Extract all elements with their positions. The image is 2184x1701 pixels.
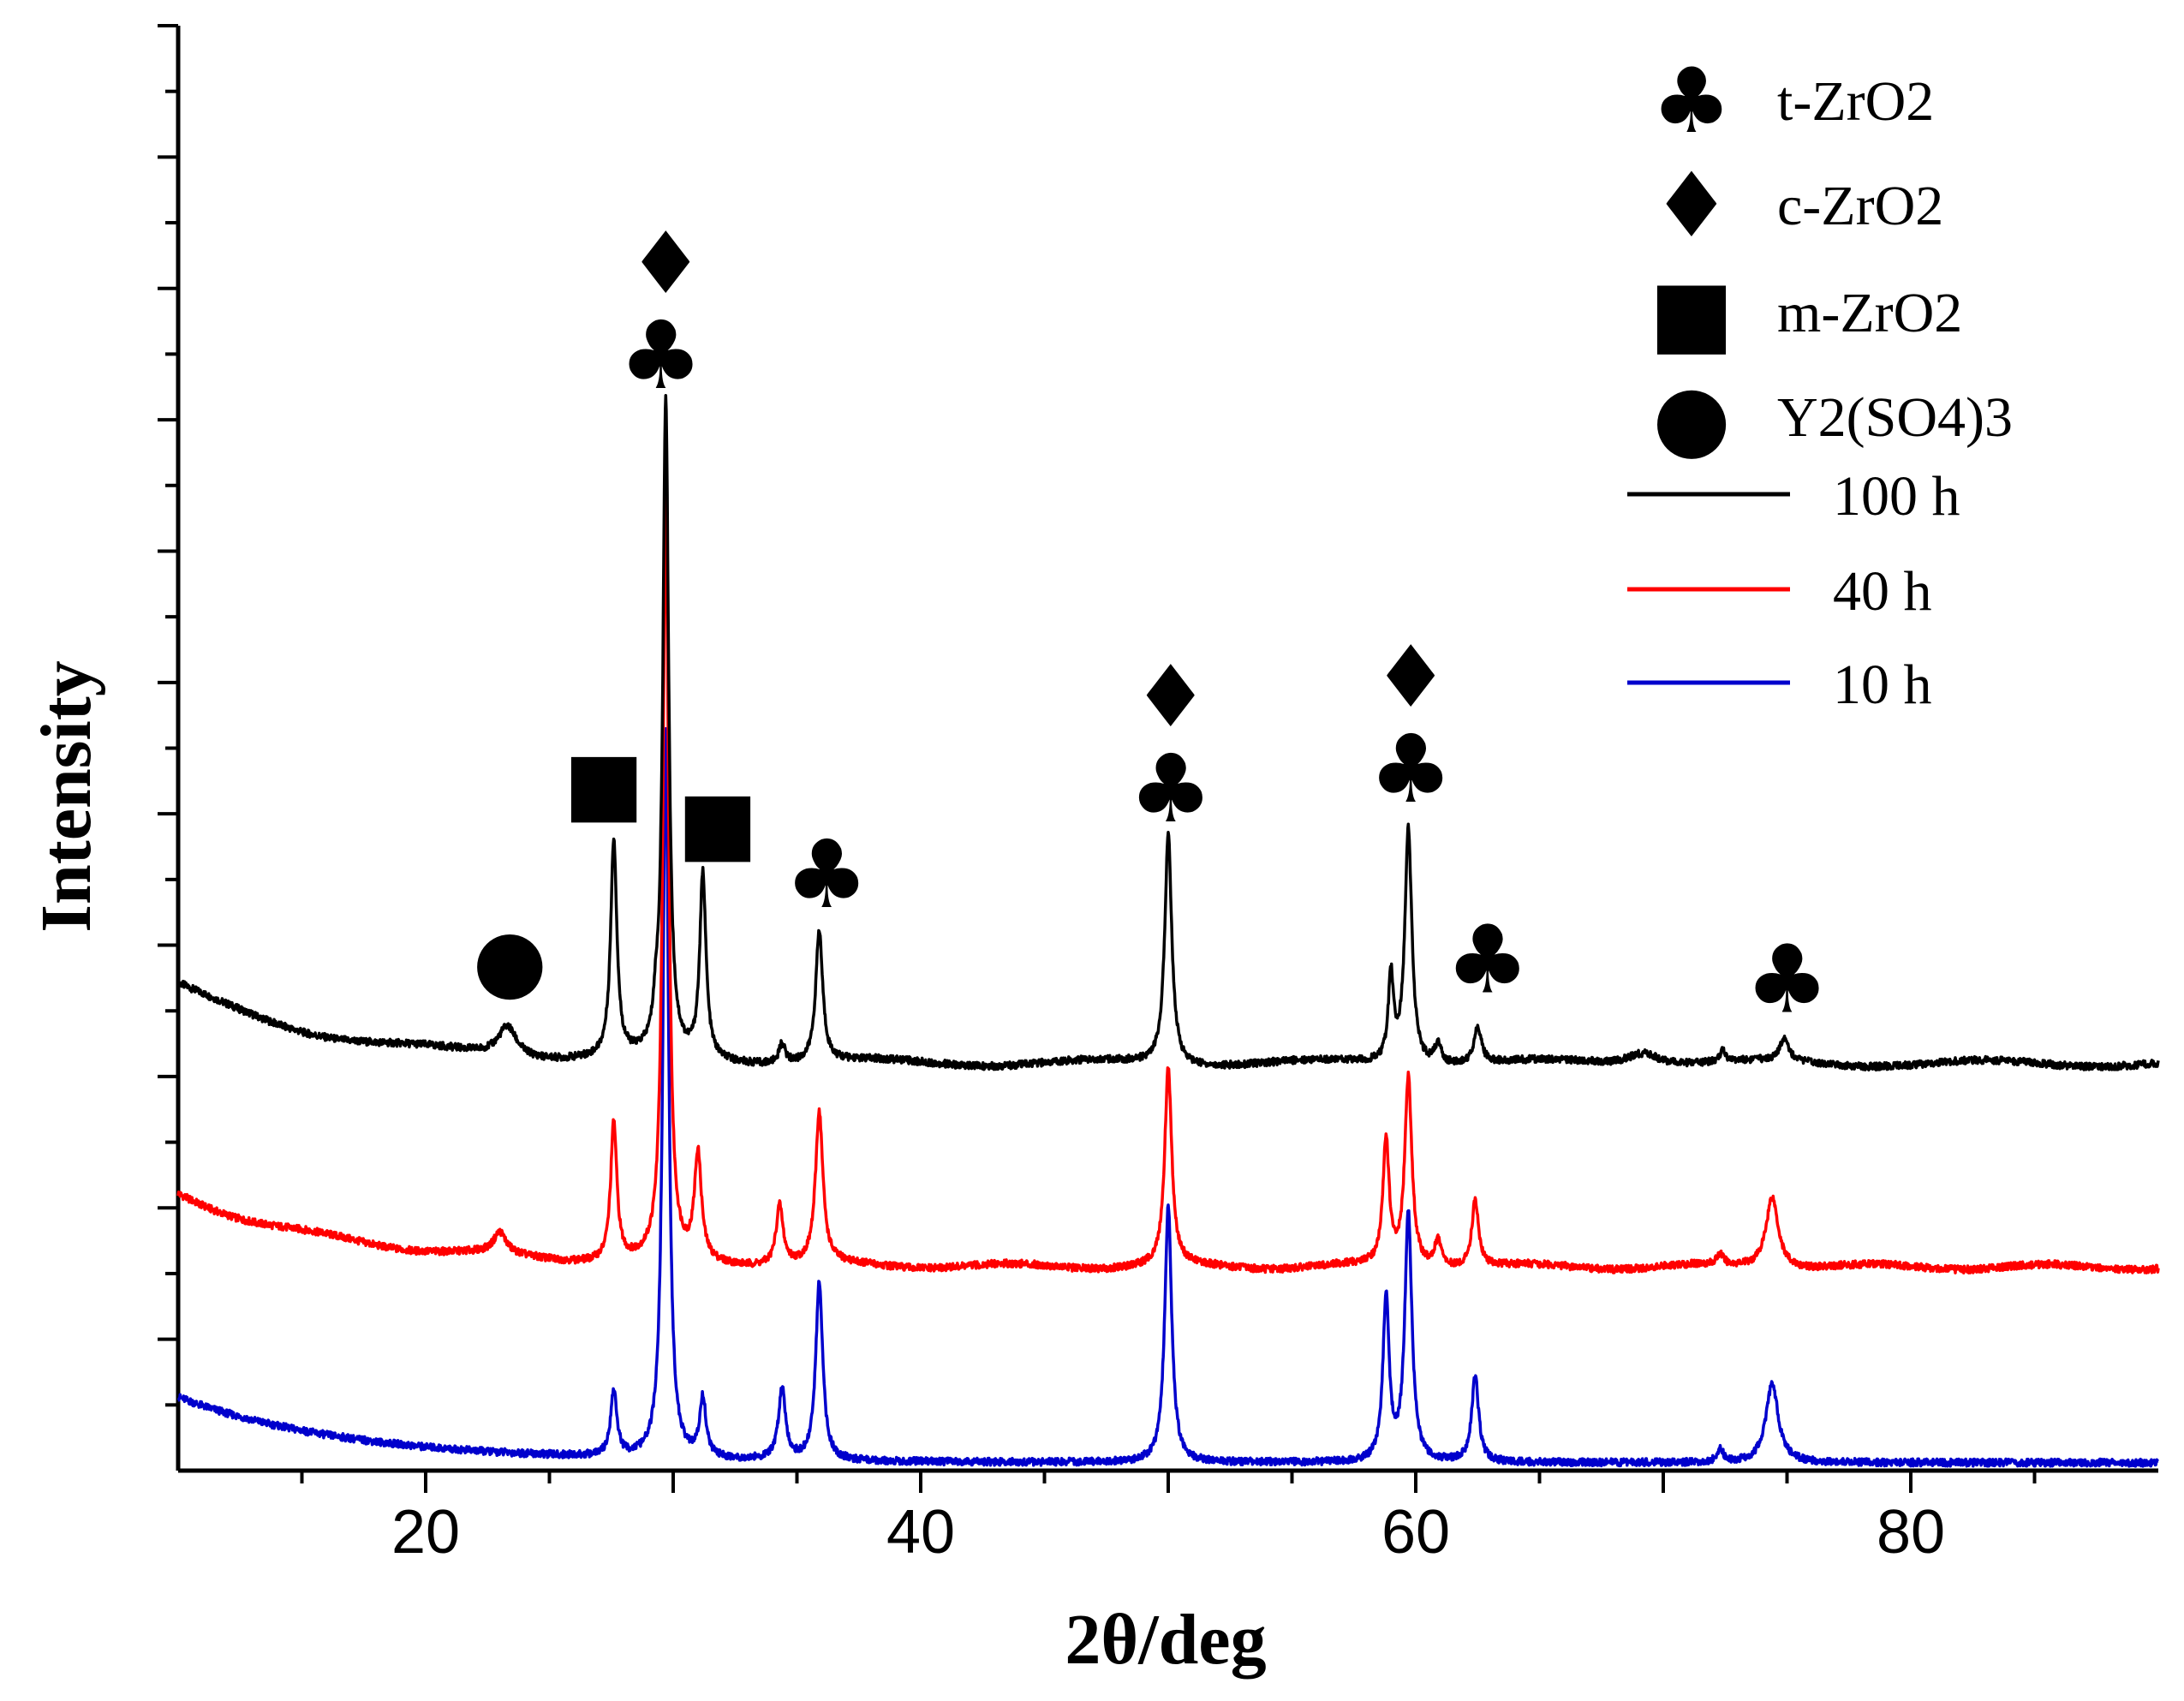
marker-t-zro2: ♣ — [1745, 924, 1829, 1034]
legend-series-label: 100 h — [1833, 465, 1960, 528]
series-line-100h — [176, 393, 2160, 1071]
legend-label: t-ZrO2 — [1777, 70, 1934, 133]
x-tick-label: 60 — [1381, 1498, 1450, 1567]
marker-t-zro2: ♣ — [1445, 904, 1530, 1014]
marker-t-zro2: ♣ — [618, 301, 703, 410]
legend-label: c-ZrO2 — [1777, 175, 1943, 237]
legend-symbol: ♣ — [1651, 49, 1732, 153]
marker-c-zro2: ♦ — [628, 213, 705, 313]
marker-t-zro2: ♣ — [1369, 714, 1453, 824]
y-axis-label: Intensity — [27, 660, 106, 932]
x-tick-label: 80 — [1877, 1498, 1945, 1567]
legend-symbol: ♦ — [1651, 153, 1732, 258]
legend-series-label: 40 h — [1833, 560, 1932, 623]
marker-c-zro2: ♦ — [1372, 627, 1449, 727]
legend-series-label: 10 h — [1833, 654, 1932, 716]
x-tick-label: 20 — [391, 1498, 460, 1567]
marker-t-zro2: ♣ — [1129, 734, 1214, 844]
legend-label: Y2(SO4)3 — [1777, 386, 2013, 449]
series-line-10h — [176, 726, 2160, 1468]
x-tick-label: 40 — [886, 1498, 955, 1567]
marker-t-zro2: ♣ — [785, 820, 869, 929]
y-axis-ticks — [158, 24, 178, 1407]
marker-y2-so4-3: ● — [473, 910, 547, 1010]
marker-m-zro2: ■ — [564, 732, 644, 833]
legend-symbol: ■ — [1649, 260, 1733, 365]
legend: ♣ t-ZrO2 ♦ c-ZrO2 ■ m-ZrO2 ● Y2(SO4)3 100 h 40 h 1… — [1627, 49, 2013, 716]
marker-m-zro2: ■ — [677, 772, 758, 872]
legend-label: m-ZrO2 — [1777, 282, 1962, 344]
legend-symbol: ● — [1652, 365, 1731, 469]
series-line-40h — [176, 496, 2160, 1274]
x-axis-label: 2θ/deg — [1065, 1600, 1266, 1680]
series-layer — [176, 393, 2160, 1468]
x-axis-ticks: 20 40 60 80 — [300, 1471, 2037, 1567]
phase-markers: ●■ ■♣♦♣♣♦♣♦♣ ♣ — [473, 213, 1829, 1034]
marker-c-zro2: ♦ — [1132, 647, 1209, 747]
